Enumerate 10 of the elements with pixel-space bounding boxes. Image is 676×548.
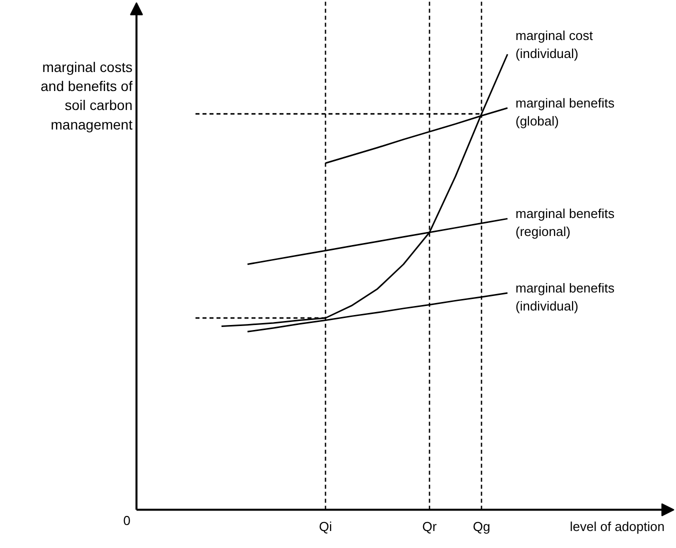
- series-label: marginal benefits (regional): [516, 206, 615, 240]
- x-axis-title: level of adoption: [570, 518, 665, 534]
- series-label: marginal cost (individual): [516, 28, 594, 61]
- x-tick-label: Qg: [472, 518, 490, 534]
- series-label: marginal benefits (individual): [516, 280, 615, 314]
- series-label: marginal benefits (global): [516, 96, 615, 129]
- text: 0: [123, 512, 130, 528]
- x-tick-label: Qi: [319, 518, 332, 534]
- y-axis-title: marginal costs and benefits of soil carbon management: [40, 58, 133, 132]
- x-tick-label: Qr: [422, 518, 438, 534]
